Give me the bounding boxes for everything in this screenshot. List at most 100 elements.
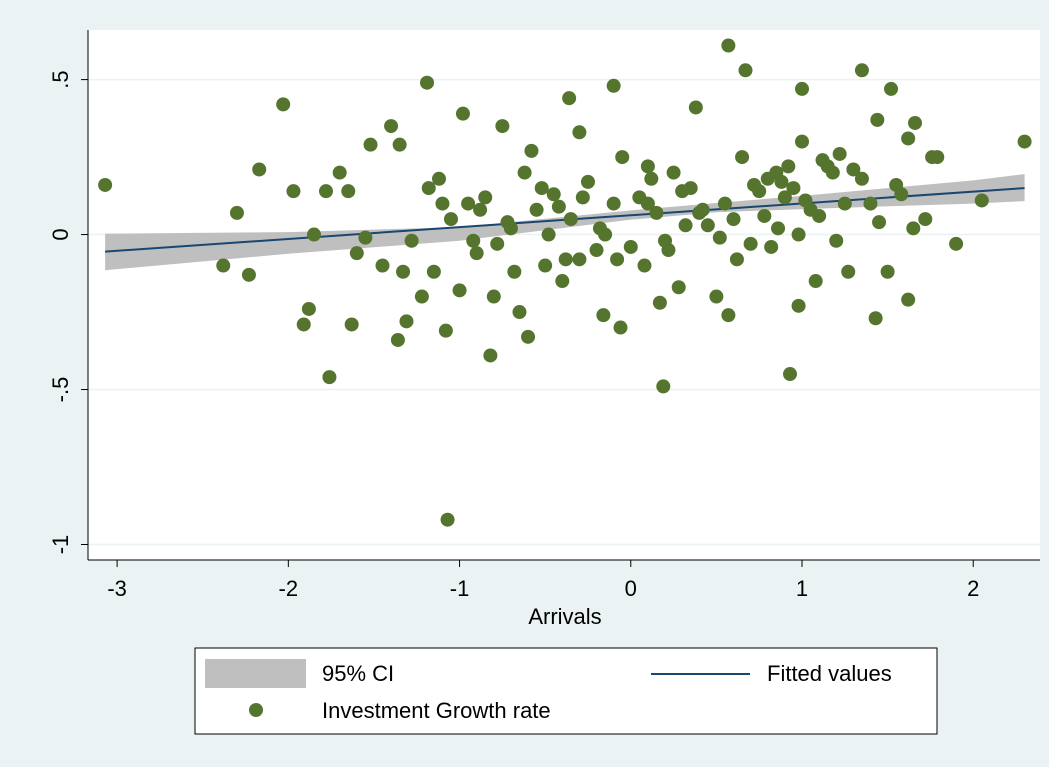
point bbox=[666, 165, 681, 180]
point bbox=[555, 274, 570, 289]
point bbox=[812, 208, 827, 223]
legend-swatch bbox=[205, 659, 306, 688]
point bbox=[384, 119, 399, 134]
legend-marker bbox=[249, 703, 263, 717]
point bbox=[341, 184, 356, 199]
point bbox=[276, 97, 291, 112]
point bbox=[615, 150, 630, 165]
point bbox=[783, 367, 798, 382]
point bbox=[795, 134, 809, 149]
legend-label: 95% CI bbox=[322, 661, 394, 686]
point bbox=[1017, 134, 1032, 149]
point bbox=[455, 106, 470, 121]
point bbox=[637, 258, 652, 273]
point bbox=[490, 236, 505, 251]
point bbox=[534, 181, 549, 196]
point bbox=[880, 264, 895, 279]
point bbox=[563, 212, 578, 227]
point bbox=[392, 137, 407, 152]
point bbox=[483, 348, 498, 363]
point bbox=[712, 230, 727, 245]
point bbox=[786, 181, 801, 196]
point bbox=[414, 289, 429, 304]
point bbox=[949, 236, 964, 251]
point bbox=[538, 258, 553, 273]
point bbox=[695, 202, 710, 217]
point bbox=[709, 289, 724, 304]
point bbox=[252, 162, 267, 177]
point bbox=[486, 289, 501, 304]
point bbox=[524, 143, 539, 158]
point bbox=[760, 171, 775, 186]
point bbox=[529, 202, 544, 217]
point bbox=[825, 165, 840, 180]
point bbox=[721, 308, 736, 323]
point bbox=[606, 78, 621, 93]
point bbox=[644, 171, 659, 186]
point bbox=[461, 196, 476, 211]
point bbox=[466, 233, 481, 248]
x-tick-label: 2 bbox=[967, 576, 979, 601]
point bbox=[375, 258, 390, 273]
point bbox=[743, 236, 758, 251]
point bbox=[469, 246, 484, 261]
point bbox=[344, 317, 359, 332]
point bbox=[671, 280, 686, 295]
point bbox=[332, 165, 347, 180]
point bbox=[495, 119, 510, 134]
point bbox=[735, 150, 750, 165]
x-axis-title: Arrivals bbox=[528, 604, 601, 629]
point bbox=[478, 190, 493, 205]
point bbox=[307, 227, 322, 242]
point bbox=[546, 187, 561, 202]
point bbox=[729, 252, 744, 267]
point bbox=[521, 329, 536, 344]
point bbox=[747, 177, 762, 192]
point bbox=[791, 227, 806, 242]
point bbox=[216, 258, 231, 273]
point bbox=[649, 205, 664, 220]
point bbox=[562, 91, 577, 106]
point bbox=[906, 221, 921, 236]
point bbox=[420, 75, 435, 90]
point bbox=[925, 150, 940, 165]
point bbox=[894, 187, 909, 202]
point bbox=[870, 112, 885, 127]
point bbox=[229, 205, 244, 220]
point bbox=[426, 264, 441, 279]
legend bbox=[194, 647, 938, 735]
point bbox=[837, 196, 852, 211]
point bbox=[404, 233, 419, 248]
point bbox=[829, 233, 844, 248]
x-tick-label: -3 bbox=[107, 576, 127, 601]
point bbox=[738, 63, 753, 78]
x-tick-label: -1 bbox=[450, 576, 470, 601]
y-tick-label: .5 bbox=[48, 70, 73, 88]
point bbox=[781, 159, 796, 174]
legend-label: Investment Growth rate bbox=[322, 698, 551, 723]
point bbox=[592, 221, 607, 236]
point bbox=[596, 308, 611, 323]
point bbox=[688, 100, 703, 115]
point bbox=[872, 215, 887, 230]
point bbox=[841, 264, 856, 279]
point bbox=[98, 177, 113, 192]
point bbox=[901, 131, 916, 146]
point bbox=[396, 264, 411, 279]
point bbox=[296, 317, 311, 332]
point bbox=[363, 137, 378, 152]
point bbox=[795, 81, 809, 96]
point bbox=[661, 243, 676, 258]
point bbox=[798, 193, 813, 208]
point bbox=[974, 193, 989, 208]
x-tick-label: -2 bbox=[279, 576, 299, 601]
point bbox=[473, 202, 488, 217]
x-tick-label: 1 bbox=[796, 576, 808, 601]
y-tick-label: -.5 bbox=[48, 377, 73, 403]
point bbox=[606, 196, 621, 211]
point bbox=[390, 332, 405, 347]
point bbox=[901, 292, 916, 307]
point bbox=[349, 246, 364, 261]
point bbox=[322, 370, 337, 385]
point bbox=[589, 243, 604, 258]
